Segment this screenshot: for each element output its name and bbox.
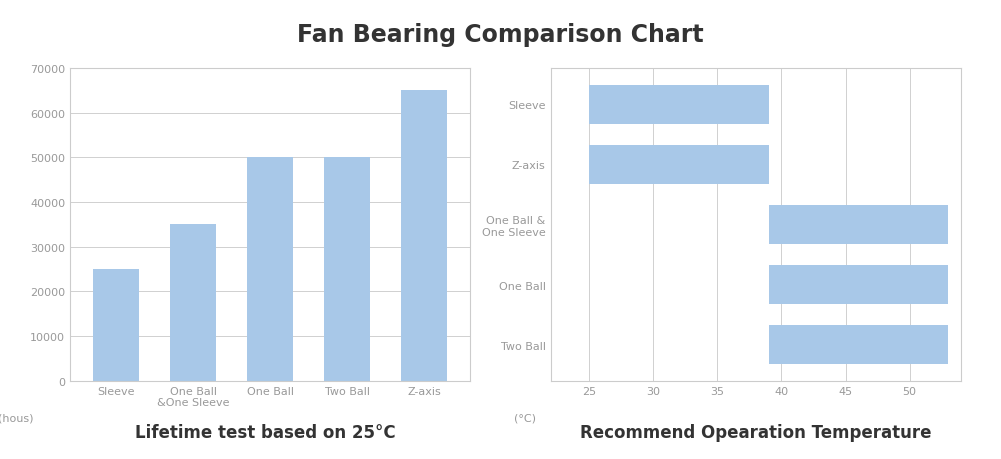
Bar [769,325,948,364]
Bar [170,225,216,381]
Text: Fan Bearing Comparison Chart: Fan Bearing Comparison Chart [297,23,704,47]
Bar [589,85,769,124]
Text: Lifetime test based on 25°C: Lifetime test based on 25°C [135,423,395,441]
Bar [93,269,139,381]
Bar [589,146,769,185]
Bar [769,265,948,304]
Bar [401,91,447,381]
Text: (°C): (°C) [514,412,536,422]
Bar [247,158,293,381]
Bar [324,158,370,381]
Text: (hous): (hous) [0,412,33,422]
Text: Recommend Opearation Temperature: Recommend Opearation Temperature [580,423,932,441]
Bar [769,205,948,244]
